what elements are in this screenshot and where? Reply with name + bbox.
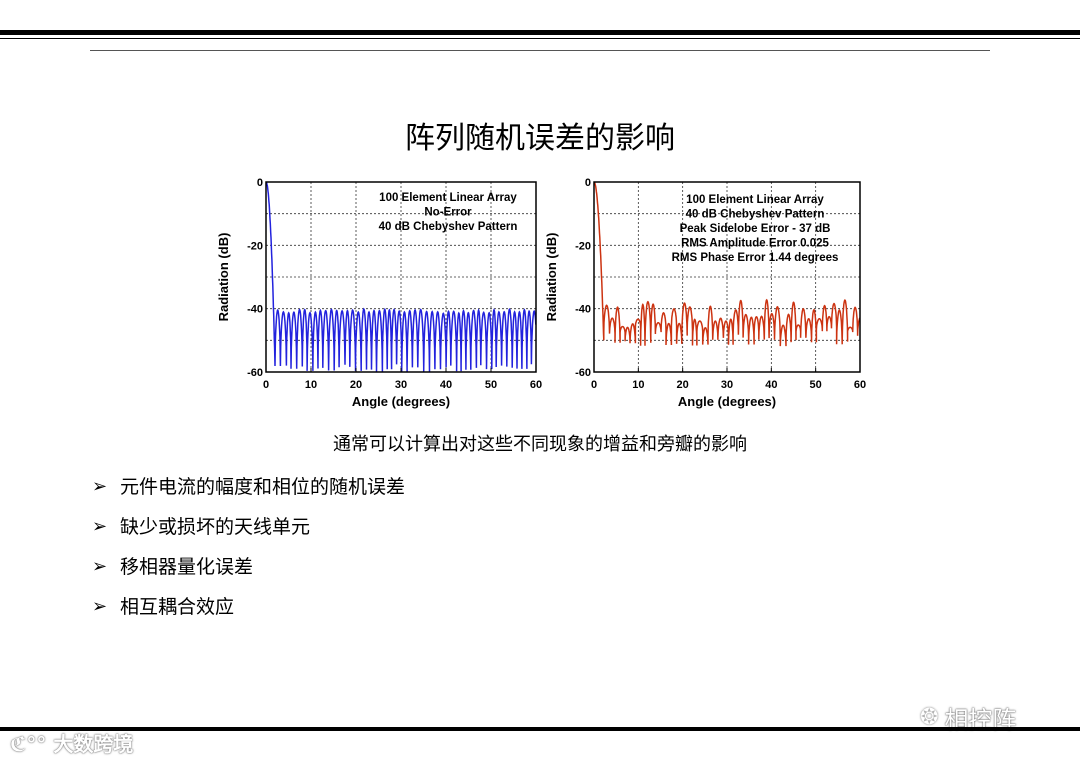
arrow-bullet-icon: ➢ [92,596,108,617]
bullet-item: ➢ 移相器量化误差 [92,547,405,587]
watermark-left-text: 大数跨境 [53,732,134,756]
y-tick-label: 0 [585,177,591,189]
x-tick-label: 60 [854,379,866,391]
y-tick-label: 0 [257,177,263,189]
wechat-icon: ❂ [920,705,939,730]
chart-annotation-line: 40 dB Chebyshev Pattern [379,221,518,233]
arrow-bullet-icon: ➢ [92,556,108,577]
chart-annotation-line: RMS Phase Error 1.44 degrees [672,252,839,264]
top-rule-thick [0,30,1080,35]
x-tick-label: 20 [677,379,689,391]
y-tick-label: -60 [575,367,591,379]
chart-annotation-line: 100 Element Linear Array [379,192,517,204]
x-tick-label: 20 [350,379,362,391]
pattern-line [593,181,861,347]
y-tick-label: -40 [247,304,263,316]
y-tick-label: -40 [575,304,591,316]
bullet-text: 移相器量化误差 [120,556,254,578]
chart-annotation-line: Peak Sidelobe Error - 37 dB [680,223,831,235]
chart-no-error: 0 10 20 30 40 50 60 0 -20 -40 -60 Angle (degrees) Ra… [216,177,542,409]
y-axis-label: Radiation (dB) [545,233,559,322]
x-tick-label: 40 [440,379,452,391]
x-tick-label: 40 [765,379,777,391]
x-tick-label: 0 [591,379,597,391]
arrow-bullet-icon: ➢ [92,476,108,497]
y-axis-label: Radiation (dB) [216,233,231,322]
bullet-text: 缺少或损坏的天线单元 [120,516,311,538]
x-tick-label: 60 [530,379,542,391]
x-axis-label: Angle (degrees) [352,394,450,409]
chart-annotation-line: RMS Amplitude Error 0.025 [681,238,829,250]
x-tick-label: 0 [263,379,269,391]
x-tick-label: 10 [632,379,644,391]
chart-random-error: 0 10 20 30 40 50 60 0 -20 -40 -60 Angle (degrees) Ra… [545,177,866,409]
x-tick-label: 50 [485,379,497,391]
bottom-rule [0,727,1080,731]
slide-title: 阵列随机误差的影响 [405,121,675,156]
x-axis-label: Angle (degrees) [678,394,776,409]
y-tick-label: -20 [575,240,591,252]
top-rule-thin [0,38,1080,39]
x-tick-label: 30 [721,379,733,391]
bullet-text: 相互耦合效应 [120,596,235,618]
logo-mark-icon: ℭ°° [10,732,47,756]
bullet-item: ➢ 相互耦合效应 [92,587,405,627]
bullet-list: ➢ 元件电流的幅度和相位的随机误差 ➢ 缺少或损坏的天线单元 ➢ 移相器量化误差 ➢ 相… [92,467,405,627]
bullet-item: ➢ 缺少或损坏的天线单元 [92,507,405,547]
chart-annotation-line: No-Error [424,207,472,219]
title-underline [90,50,990,51]
y-tick-label: -20 [247,240,263,252]
pattern-line [265,181,537,372]
figure-caption: 通常可以计算出对这些不同现象的增益和旁瓣的影响 [333,434,747,455]
chart-annotation-line: 40 dB Chebyshev Pattern [686,209,825,221]
chart-annotation-line: 100 Element Linear Array [686,194,824,206]
x-tick-label: 30 [395,379,407,391]
x-tick-label: 10 [305,379,317,391]
x-tick-label: 50 [810,379,822,391]
arrow-bullet-icon: ➢ [92,516,108,537]
y-tick-label: -60 [247,367,263,379]
watermark-left: ℭ°° 大数跨境 [10,728,133,757]
bullet-text: 元件电流的幅度和相位的随机误差 [120,476,406,498]
bullet-item: ➢ 元件电流的幅度和相位的随机误差 [92,467,405,507]
